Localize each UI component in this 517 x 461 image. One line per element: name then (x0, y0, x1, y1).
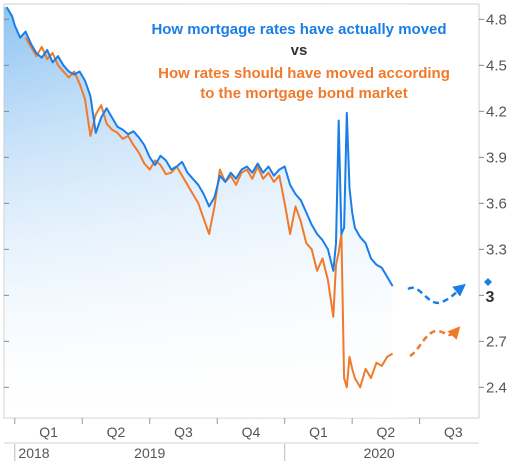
x-year-label: 2019 (134, 445, 165, 461)
current-rate-marker (484, 278, 492, 286)
x-axis-years: 2018 2019 2020 (14, 444, 395, 461)
x-quarter-label: Q4 (242, 424, 261, 440)
x-quarter-label: Q3 (174, 424, 193, 440)
x-year-label: 2018 (18, 445, 49, 461)
x-year-label: 2020 (364, 445, 395, 461)
chart-subtitle-line1: How rates should have moved according (158, 65, 450, 82)
chart-title: How mortgage rates have actually moved (151, 21, 446, 38)
x-quarter-label: Q3 (444, 424, 463, 440)
x-axis: Q1 Q2 Q3 Q4 Q1 Q2 Q3 (14, 418, 463, 440)
y-tick-label: 4.8 (486, 11, 507, 28)
current-rate-label: 3 (486, 289, 495, 306)
actual-rates-line (5, 6, 394, 287)
actual-projection-arrow (407, 283, 466, 305)
y-tick-label: 4.2 (486, 103, 507, 120)
chart-subtitle-line2: to the mortgage bond market (200, 85, 408, 102)
bond-projection-arrow (409, 326, 461, 358)
x-quarter-label: Q2 (377, 424, 396, 440)
y-tick-label: 3.6 (486, 195, 507, 212)
x-quarter-label: Q2 (107, 424, 126, 440)
y-tick-label: 2.4 (486, 379, 507, 396)
y-tick-label: 2.7 (486, 333, 507, 350)
y-axis: 4.8 4.5 4.2 3.9 3.6 3.3 2.7 2.4 (4, 11, 507, 396)
title-connector: vs (291, 42, 308, 59)
x-quarter-label: Q1 (39, 424, 58, 440)
x-quarter-label: Q1 (309, 424, 328, 440)
y-tick-label: 3.9 (486, 149, 507, 166)
y-tick-label: 3.3 (486, 241, 507, 258)
y-tick-label: 4.5 (486, 57, 507, 74)
